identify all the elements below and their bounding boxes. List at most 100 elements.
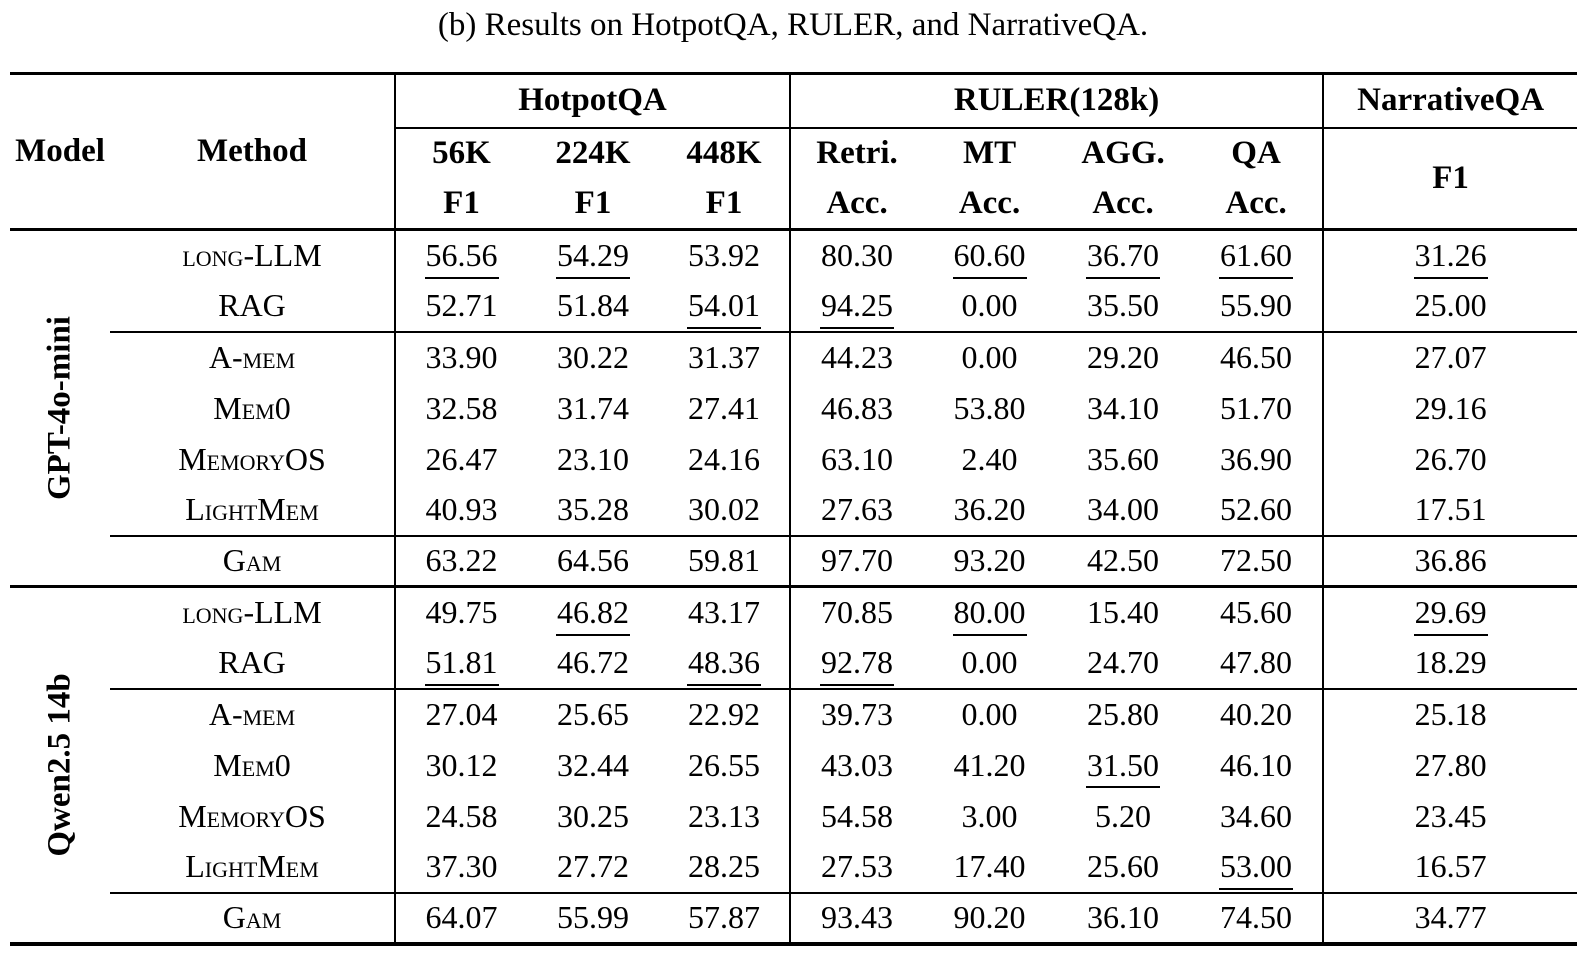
- metric-value: 18.29: [1414, 644, 1487, 680]
- value-cell: 31.74: [527, 383, 659, 434]
- table-row: LightMem 37.30 27.72 28.25 27.53 17.40 25.60 53…: [10, 841, 1578, 893]
- method-cell: LightMem: [110, 842, 395, 893]
- value-cell: 29.16: [1322, 382, 1578, 434]
- metric-value: 52.71: [425, 287, 498, 323]
- metric-value: 26.70: [1414, 440, 1487, 477]
- metric-value: 54.58: [821, 797, 894, 834]
- value-cell: 30.25: [527, 791, 659, 842]
- value-cell: 23.10: [527, 434, 659, 485]
- value-cell: 17.51: [1322, 484, 1578, 536]
- metric-value: 64.56: [557, 542, 629, 579]
- value-cell: 93.20: [923, 534, 1057, 587]
- sub-header-f1-2: F1: [527, 178, 659, 231]
- value-cell: 27.63: [789, 484, 924, 536]
- col-header-method: Method: [110, 73, 395, 231]
- value-cell: 27.07: [1322, 330, 1578, 383]
- metric-value: 46.72: [557, 644, 629, 680]
- metric-value: 92.78: [820, 645, 895, 686]
- method-label: A-mem: [208, 696, 296, 732]
- value-cell: 27.04: [394, 687, 527, 740]
- value-cell: 37.30: [394, 841, 527, 893]
- value-cell: 25.65: [527, 687, 659, 740]
- metric-value: 93.20: [953, 542, 1026, 579]
- value-cell: 59.81: [659, 534, 791, 587]
- value-cell: 40.20: [1190, 687, 1324, 740]
- method-cell: Mem0: [110, 740, 395, 791]
- metric-value: 54.01: [687, 288, 762, 329]
- metric-value: 2.40: [961, 440, 1018, 477]
- sub-header-mt: MT: [962, 135, 1017, 171]
- metric-value: 36.10: [1087, 899, 1160, 935]
- sub-header-acc-2: Acc.: [923, 178, 1057, 231]
- metric-value: 46.83: [821, 389, 894, 426]
- metric-value: 27.80: [1414, 746, 1487, 783]
- value-cell: 30.22: [527, 330, 659, 383]
- metric-value: 41.20: [953, 746, 1026, 783]
- value-cell: 2.40: [923, 434, 1056, 485]
- metric-value: 32.44: [557, 746, 629, 783]
- metric-value: 17.51: [1414, 491, 1487, 527]
- metric-value: 25.18: [1414, 696, 1487, 732]
- value-cell: 52.60: [1190, 485, 1323, 536]
- metric-value: 26.55: [688, 746, 761, 783]
- method-label: long-LLM: [182, 237, 322, 274]
- value-cell: 46.82: [527, 585, 659, 638]
- metric-value: 57.87: [688, 899, 761, 935]
- metric-value: 28.25: [688, 848, 761, 884]
- value-cell: 18.29: [1322, 637, 1578, 689]
- metric-value: 27.63: [821, 491, 894, 527]
- value-cell: 32.44: [527, 740, 659, 791]
- metric-value: 74.50: [1220, 899, 1293, 935]
- value-cell: 22.92: [659, 687, 791, 740]
- value-cell: 0.00: [923, 687, 1057, 740]
- value-cell: 17.40: [923, 842, 1056, 893]
- metric-value: 35.60: [1087, 440, 1160, 477]
- metric-value: 80.00: [952, 596, 1027, 636]
- metric-value: 34.77: [1414, 899, 1487, 935]
- value-cell: 36.10: [1056, 891, 1191, 944]
- value-cell: 43.17: [659, 585, 791, 638]
- value-cell: 27.53: [789, 841, 924, 893]
- table-body: GPT-4o-mini long-LLM 56.56 54.29 53.92 80.30 6…: [10, 229, 1578, 944]
- metric-value: 27.72: [557, 848, 629, 884]
- value-cell: 49.75: [394, 585, 527, 638]
- metric-value: 27.04: [425, 696, 498, 732]
- metric-value: 36.70: [1086, 239, 1161, 279]
- metric-value: 59.81: [688, 542, 761, 579]
- metric-value: 35.50: [1087, 287, 1160, 323]
- sub-header-56k: 56K: [394, 127, 527, 179]
- method-cell: MemoryOS: [110, 434, 395, 485]
- metric-value: 34.60: [1220, 797, 1293, 834]
- value-cell: 27.80: [1322, 739, 1578, 791]
- metric-value: 35.28: [557, 491, 629, 527]
- metric-value: 63.10: [821, 440, 894, 477]
- value-cell: 47.80: [1190, 638, 1323, 689]
- metric-value: 90.20: [953, 899, 1026, 935]
- metric-value: 46.50: [1220, 339, 1293, 375]
- method-cell: RAG: [110, 281, 395, 332]
- sub-header-acc-1: Acc.: [789, 178, 924, 231]
- metric-value: 55.99: [557, 899, 629, 935]
- method-label: Mem0: [213, 746, 291, 783]
- table-caption: (b) Results on HotpotQA, RULER, and Narr…: [437, 7, 1149, 43]
- table-row: Gam 63.22 64.56 59.81 97.70 93.20 42.50 72.50 36…: [10, 534, 1578, 587]
- metric-value: 53.80: [953, 389, 1026, 426]
- value-cell: 44.23: [789, 330, 924, 383]
- method-label: LightMem: [185, 491, 319, 527]
- table-row: A-mem 33.90 30.22 31.37 44.23 0.00 29.20 46.50 2…: [10, 330, 1578, 383]
- value-cell: 80.00: [923, 585, 1057, 638]
- value-cell: 25.00: [1322, 280, 1578, 332]
- value-cell: 80.30: [789, 229, 924, 281]
- model-group-cell: GPT-4o-mini: [10, 230, 110, 587]
- model-group-cell: Qwen2.5 14b: [10, 585, 110, 944]
- value-cell: 64.56: [527, 534, 659, 587]
- method-label: RAG: [218, 644, 286, 680]
- method-label: Gam: [222, 899, 282, 935]
- value-cell: 51.70: [1190, 383, 1323, 434]
- method-cell: A-mem: [110, 687, 395, 740]
- metric-value: 22.92: [688, 696, 761, 732]
- metric-value: 63.22: [425, 542, 498, 579]
- value-cell: 33.90: [394, 330, 527, 383]
- metric-value: 25.00: [1414, 287, 1487, 323]
- table-row: GPT-4o-mini long-LLM 56.56 54.29 53.92 80.30 6…: [10, 229, 1578, 500]
